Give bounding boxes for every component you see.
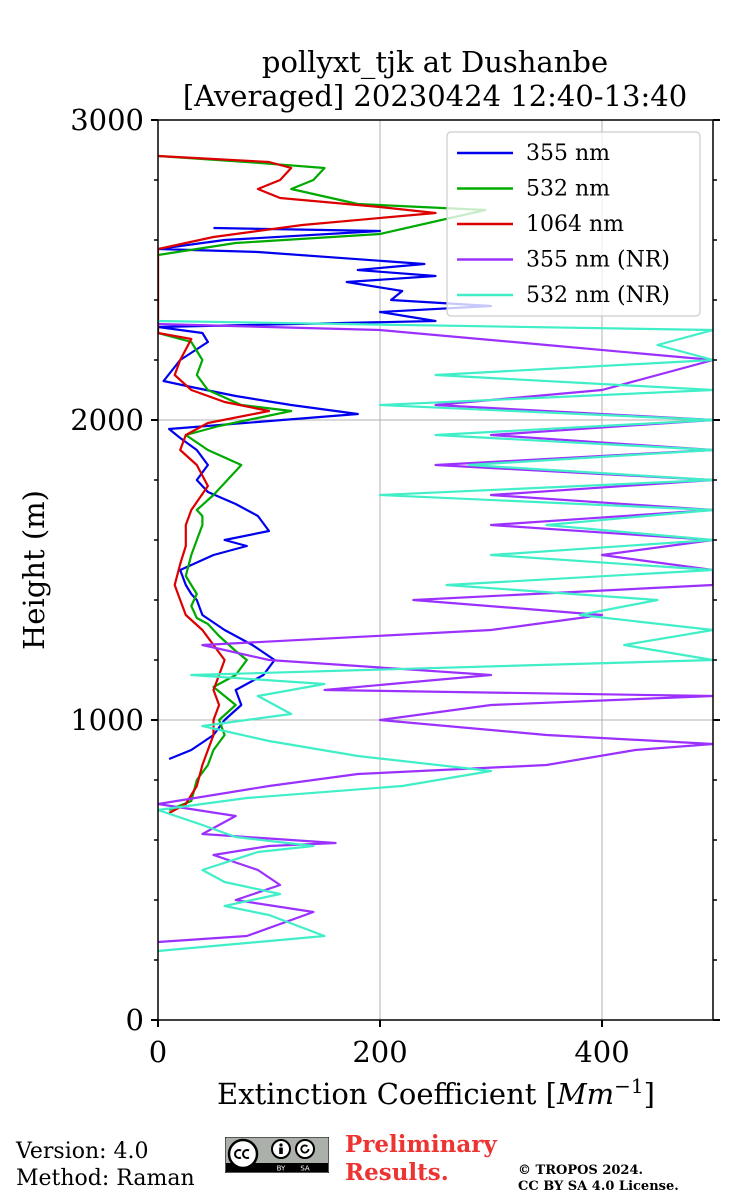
license-sa-label: SA bbox=[300, 1165, 310, 1173]
legend-box bbox=[446, 131, 701, 317]
x-tick-label: 400 bbox=[574, 1035, 629, 1069]
prelim-line-2: Results. bbox=[345, 1159, 449, 1186]
series-line-532-nm bbox=[158, 154, 487, 812]
sa-icon bbox=[295, 1139, 315, 1159]
series-line-1064-nm bbox=[158, 154, 437, 814]
y-tick-label: 1000 bbox=[70, 703, 144, 737]
y-tick-label: 3000 bbox=[70, 103, 144, 137]
data-series bbox=[158, 154, 713, 953]
axis-ticks: 0 200 400 0 1000 2000 3000 bbox=[70, 103, 720, 1069]
y-tick-label: 0 bbox=[126, 1003, 144, 1037]
legend-label: 355 nm bbox=[526, 141, 610, 166]
copyright-line-1: © TROPOS 2024. bbox=[518, 1163, 644, 1178]
version-line: Version: 4.0 bbox=[16, 1139, 149, 1164]
legend: 355 nm 532 nm 1064 nm 355 nm (NR) 532 nm (NR… bbox=[446, 131, 701, 317]
preliminary-results-note: Preliminary Results. bbox=[345, 1131, 497, 1187]
plot-frame bbox=[157, 119, 714, 1021]
legend-label: 532 nm bbox=[526, 177, 610, 202]
license-by-label: BY bbox=[277, 1165, 286, 1173]
x-tick-label: 0 bbox=[149, 1035, 167, 1069]
x-axis-label: Extinction Coefficient [Mm−1] bbox=[217, 1074, 655, 1111]
version-info: Version: 4.0 Method: Raman bbox=[16, 1138, 195, 1192]
chart-title: pollyxt_tjk at Dushanbe bbox=[262, 45, 608, 80]
series-line-532-nm-nr bbox=[158, 319, 713, 953]
x-tick-label: 200 bbox=[352, 1035, 407, 1069]
chart-subtitle: [Averaged] 20230424 12:40-13:40 bbox=[183, 79, 687, 113]
cc-license-badge: BY SA bbox=[225, 1137, 329, 1173]
legend-label: 532 nm (NR) bbox=[526, 283, 670, 308]
y-axis-label: Height (m) bbox=[17, 490, 51, 650]
copyright-notice: © TROPOS 2024. CC BY SA 4.0 License. bbox=[518, 1163, 679, 1195]
copyright-line-2: CC BY SA 4.0 License. bbox=[518, 1179, 679, 1194]
legend-label: 1064 nm bbox=[526, 212, 624, 237]
method-line: Method: Raman bbox=[16, 1166, 195, 1191]
y-tick-label: 2000 bbox=[70, 403, 144, 437]
prelim-line-1: Preliminary bbox=[345, 1131, 497, 1158]
legend-label: 355 nm (NR) bbox=[526, 248, 670, 273]
